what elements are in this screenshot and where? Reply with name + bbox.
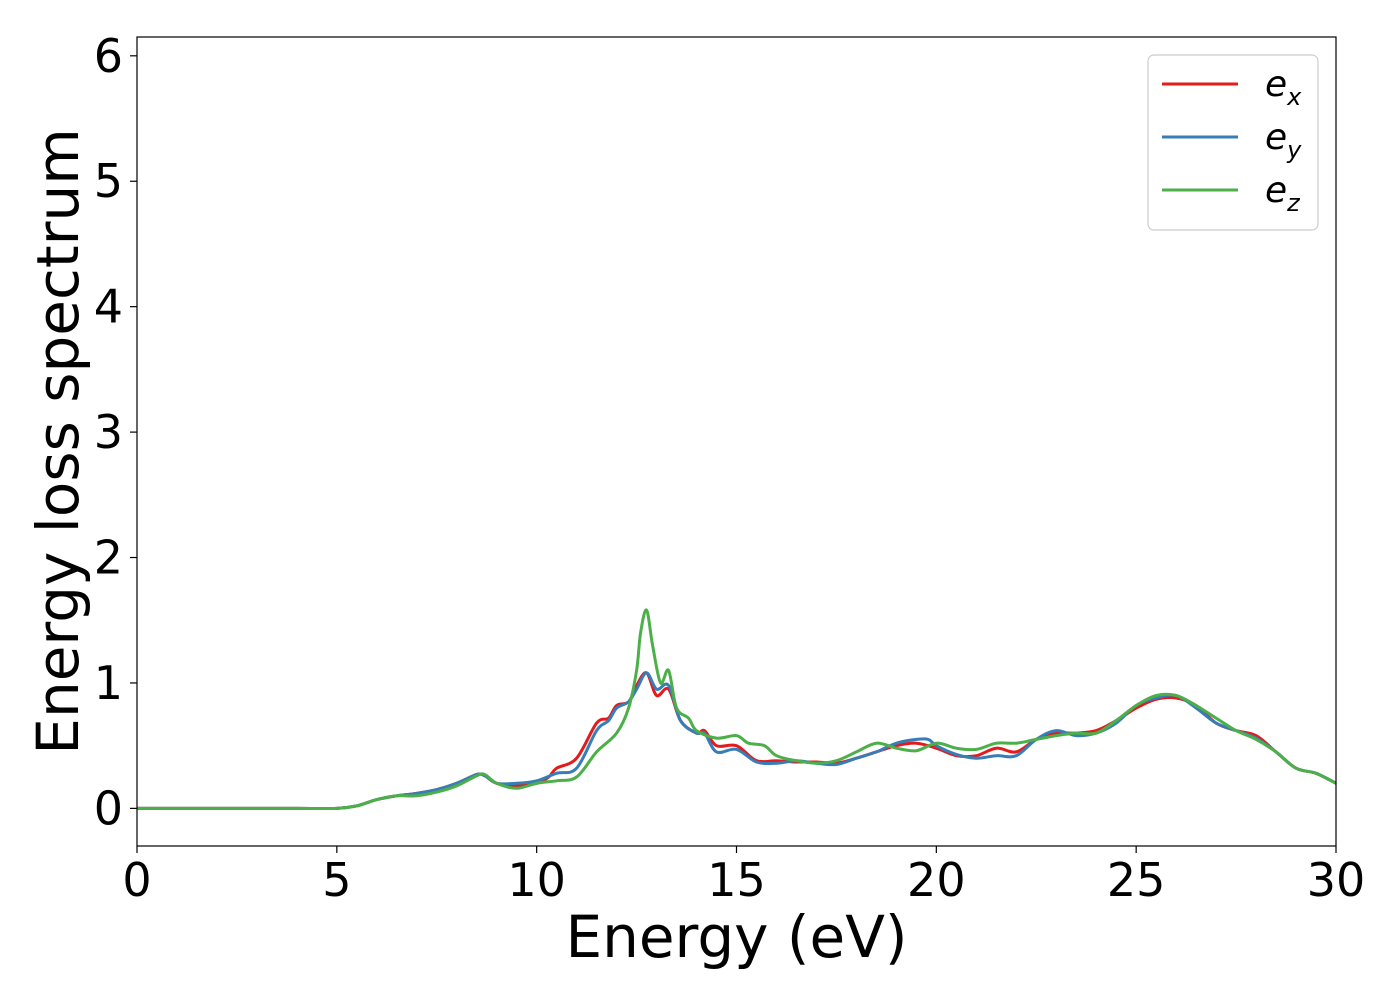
x-tick-label: 5 — [322, 853, 351, 907]
x-tick-label: 30 — [1307, 853, 1366, 907]
legend-label-z: ez — [1265, 170, 1301, 217]
y-axis-title: Energy loss spectrum — [24, 128, 92, 754]
y-tick-label: 1 — [94, 656, 123, 710]
y-tick-label: 6 — [94, 29, 123, 83]
series-line-x — [137, 671, 1336, 811]
legend: ex ey ez — [1147, 54, 1319, 231]
x-tick-label: 10 — [507, 853, 566, 907]
legend-label-y: ey — [1265, 117, 1302, 164]
x-tick-label: 15 — [707, 853, 766, 907]
y-tick-label: 0 — [94, 781, 123, 835]
y-tick-label: 5 — [94, 154, 123, 208]
legend-label-x: ex — [1265, 64, 1302, 111]
y-axis: 0 1 2 3 4 5 6 — [94, 29, 137, 835]
series-line-y — [137, 671, 1336, 811]
x-axis-title: Energy (eV) — [565, 903, 907, 971]
x-tick-label: 0 — [122, 853, 151, 907]
plot-lines — [137, 608, 1336, 811]
series-line-z — [137, 608, 1336, 811]
x-tick-label: 25 — [1107, 853, 1166, 907]
y-tick-label: 4 — [94, 280, 123, 334]
y-tick-label: 3 — [94, 405, 123, 459]
legend-box — [1147, 54, 1319, 231]
x-axis: 0 5 10 15 20 25 30 — [122, 846, 1365, 907]
y-tick-label: 2 — [94, 531, 123, 585]
x-tick-label: 20 — [907, 853, 966, 907]
